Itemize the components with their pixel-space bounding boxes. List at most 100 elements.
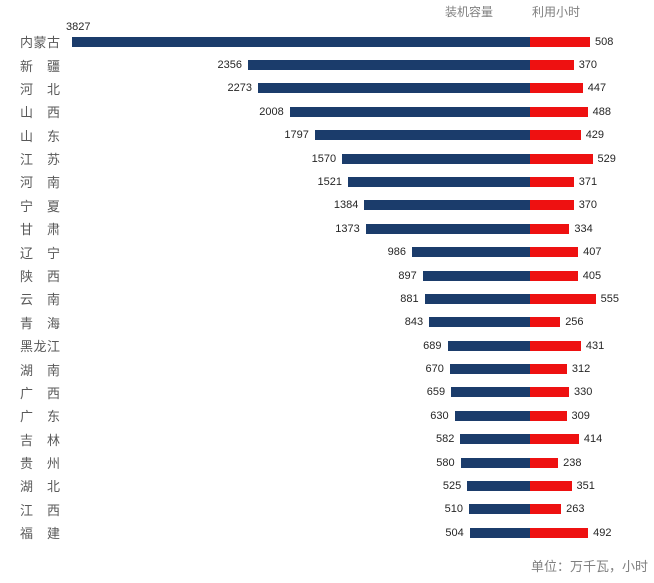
hours-value-label: 555 <box>600 292 619 305</box>
chart-row: 吉林 582 414 <box>0 428 654 451</box>
category-label: 辽宁 <box>20 241 60 264</box>
chart-row: 湖北 525 351 <box>0 474 654 497</box>
chart-row: 河北 2273 447 <box>0 77 654 100</box>
capacity-value-label: 843 <box>404 316 424 329</box>
capacity-value-label: 2273 <box>227 82 252 95</box>
category-label: 山东 <box>20 124 60 147</box>
chart-row: 山西 2008 488 <box>0 100 654 123</box>
chart-row: 云南 881 555 <box>0 287 654 310</box>
category-label-text: 广西 <box>20 385 60 401</box>
chart-row: 宁夏 1384 370 <box>0 194 654 217</box>
hours-bar <box>530 504 562 515</box>
hours-value-label: 407 <box>583 246 602 259</box>
capacity-bar <box>460 457 530 468</box>
capacity-value-label: 986 <box>387 246 406 259</box>
legend-hours-label: 利用小时 <box>532 5 581 19</box>
category-label: 贵州 <box>20 451 60 474</box>
hours-bar <box>530 527 589 538</box>
capacity-value-label: 689 <box>423 339 442 352</box>
hours-value-label: 263 <box>566 503 585 516</box>
chart-row: 内蒙古 3827 508 <box>0 21 654 53</box>
category-label-text: 陕西 <box>20 269 60 285</box>
chart-row: 黑龙江 689 431 <box>0 334 654 357</box>
chart-row: 陕西 897 405 <box>0 264 654 287</box>
category-label-text: 甘肃 <box>20 222 60 238</box>
capacity-bar <box>424 293 530 304</box>
chart-row: 河南 1521 371 <box>0 170 654 193</box>
category-label: 云南 <box>20 287 60 310</box>
capacity-bar <box>467 480 530 491</box>
capacity-bar <box>429 317 530 328</box>
hours-value-label: 371 <box>578 175 598 188</box>
hours-value-label: 529 <box>597 152 616 165</box>
capacity-value-label: 504 <box>445 526 464 539</box>
chart-row: 青海 843 256 <box>0 311 654 334</box>
capacity-value-label: 630 <box>430 409 449 422</box>
hours-bar <box>530 106 588 117</box>
hours-bar <box>530 130 581 141</box>
category-label: 黑龙江 <box>20 334 60 357</box>
capacity-bar <box>454 410 530 421</box>
category-label-text: 河南 <box>20 175 60 191</box>
hours-value-label: 238 <box>563 456 582 469</box>
capacity-value-label: 1570 <box>311 152 337 165</box>
hours-value-label: 370 <box>578 199 598 212</box>
hours-bar <box>530 434 579 445</box>
category-label: 河南 <box>20 170 60 193</box>
capacity-bar <box>451 387 530 398</box>
hours-bar <box>530 293 596 304</box>
capacity-value-label: 582 <box>435 433 455 446</box>
category-label: 吉林 <box>20 428 60 451</box>
hours-value-label: 309 <box>571 409 590 422</box>
capacity-bar <box>289 106 530 117</box>
unit-note: 单位：万千瓦，小时 <box>530 559 648 574</box>
legend-capacity-label: 装机容量 <box>445 5 494 19</box>
category-label-text: 广东 <box>20 409 60 425</box>
hours-bar <box>530 364 567 375</box>
hours-bar <box>530 153 593 164</box>
hours-bar <box>530 176 574 187</box>
category-label-text: 山西 <box>20 105 60 121</box>
capacity-value-label: 2356 <box>217 59 242 72</box>
category-label: 江西 <box>20 498 60 521</box>
chart-row: 贵州 580 238 <box>0 451 654 474</box>
category-label-text: 湖北 <box>20 479 60 495</box>
hours-value-label: 351 <box>576 479 595 492</box>
category-label-text: 河北 <box>20 81 60 97</box>
category-label-text: 福建 <box>20 526 60 542</box>
capacity-bar <box>314 130 530 141</box>
hours-bar <box>530 480 572 491</box>
hours-bar <box>530 270 578 281</box>
category-label-text: 内蒙古 <box>20 35 60 51</box>
chart-row: 山东 1797 429 <box>0 124 654 147</box>
chart-row: 广东 630 309 <box>0 404 654 427</box>
capacity-bar <box>460 434 530 445</box>
capacity-bar <box>258 83 530 94</box>
hours-value-label: 330 <box>574 386 593 399</box>
capacity-value-label: 510 <box>444 503 463 516</box>
category-label-text: 新疆 <box>20 58 60 74</box>
hours-value-label: 492 <box>593 526 612 539</box>
capacity-value-label: 881 <box>400 292 419 305</box>
hours-value-label: 488 <box>592 105 611 118</box>
category-label-text: 山东 <box>20 128 60 144</box>
capacity-bar <box>342 153 530 164</box>
capacity-value-label: 1521 <box>317 175 342 188</box>
hours-value-label: 508 <box>595 35 614 48</box>
hours-bar <box>530 83 583 94</box>
category-label: 青海 <box>20 311 60 334</box>
hours-bar <box>530 457 559 468</box>
capacity-bar <box>422 270 530 281</box>
category-label-text: 吉林 <box>20 432 60 448</box>
capacity-bar <box>447 340 530 351</box>
category-label-text: 云南 <box>20 292 60 308</box>
chart-row: 江西 510 263 <box>0 498 654 521</box>
category-label-text: 宁夏 <box>20 198 60 214</box>
category-label: 湖南 <box>20 357 60 380</box>
category-label-text: 青海 <box>20 315 60 331</box>
hours-value-label: 429 <box>585 129 605 142</box>
category-label: 内蒙古 <box>20 30 60 53</box>
category-label: 陕西 <box>20 264 60 287</box>
capacity-bar <box>72 36 530 47</box>
